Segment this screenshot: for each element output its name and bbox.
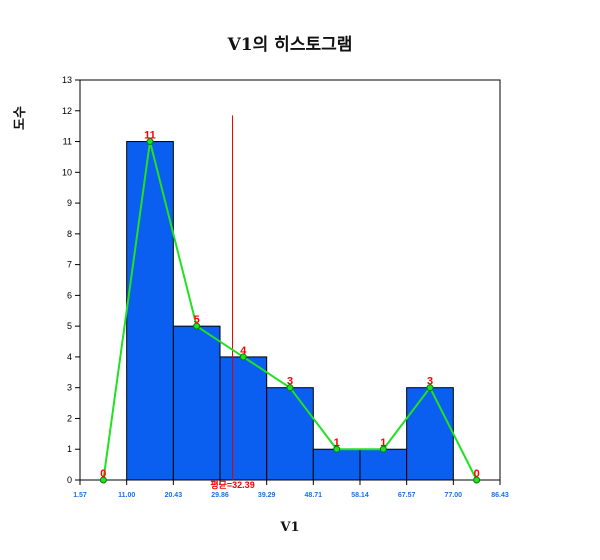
count-label: 5 xyxy=(194,314,200,326)
count-label: 4 xyxy=(240,345,247,357)
y-axis-title: 도수 xyxy=(13,106,28,130)
x-tick-label: 29.86 xyxy=(211,492,229,499)
count-label: 3 xyxy=(287,376,293,388)
y-tick-label: 4 xyxy=(67,352,72,362)
x-tick-label: 86.43 xyxy=(491,492,509,499)
y-tick-label: 0 xyxy=(67,475,72,485)
x-tick-label: 67.57 xyxy=(398,492,416,499)
mean-line-group: 평균=32.39 xyxy=(210,115,255,490)
x-axis: 1.57 11.00 20.43 29.86 39.29 48.71 58.14 67.57 7… xyxy=(73,480,509,499)
y-tick-label: 2 xyxy=(67,413,72,423)
polygon-point xyxy=(333,445,341,453)
polygon-point xyxy=(426,384,434,392)
histogram-bar xyxy=(126,141,174,481)
histogram-bar xyxy=(172,325,221,481)
mean-label: 평균=32.39 xyxy=(210,479,254,490)
x-axis-title: V1 xyxy=(279,520,299,535)
histogram-bar xyxy=(219,356,268,481)
y-tick-label: 13 xyxy=(62,75,72,85)
polygon-point xyxy=(146,138,154,146)
frequency-polygon xyxy=(99,138,481,484)
chart-title: V1의 히스토그램 xyxy=(227,35,353,55)
x-tick-label: 77.00 xyxy=(445,492,463,499)
y-tick-label: 11 xyxy=(63,137,72,147)
polygon-point xyxy=(193,322,201,330)
count-label: 1 xyxy=(334,437,340,449)
histogram-bar xyxy=(359,448,408,481)
polygon-point xyxy=(286,384,294,392)
x-tick-label: 39.29 xyxy=(258,492,276,499)
polygon-point xyxy=(473,476,481,484)
x-tick-label: 1.57 xyxy=(73,492,87,499)
count-label: 0 xyxy=(100,468,106,480)
count-label: 3 xyxy=(427,376,433,388)
polygon-point xyxy=(379,445,387,453)
count-label: 11 xyxy=(144,130,156,142)
histogram-bar xyxy=(406,387,454,481)
y-tick-label: 5 xyxy=(67,321,72,331)
histogram-bar xyxy=(312,448,361,481)
y-tick-label: 10 xyxy=(62,167,72,177)
histogram-bars xyxy=(126,141,454,481)
x-tick-label: 48.71 xyxy=(305,492,323,499)
x-tick-label: 11.00 xyxy=(118,492,135,499)
y-tick-label: 6 xyxy=(67,290,72,300)
y-tick-label: 3 xyxy=(67,383,72,393)
polygon-point xyxy=(99,476,107,484)
count-label: 0 xyxy=(474,468,480,480)
histogram-bar xyxy=(266,387,314,481)
polygon-point xyxy=(239,353,247,361)
y-tick-label: 1 xyxy=(67,444,72,454)
x-tick-label: 58.14 xyxy=(351,492,369,499)
y-tick-label: 8 xyxy=(67,229,72,239)
y-tick-label: 7 xyxy=(67,260,72,270)
x-tick-label: 20.43 xyxy=(165,492,183,499)
y-tick-label: 12 xyxy=(62,106,72,116)
y-tick-label: 9 xyxy=(67,198,72,208)
count-label: 1 xyxy=(380,437,386,449)
